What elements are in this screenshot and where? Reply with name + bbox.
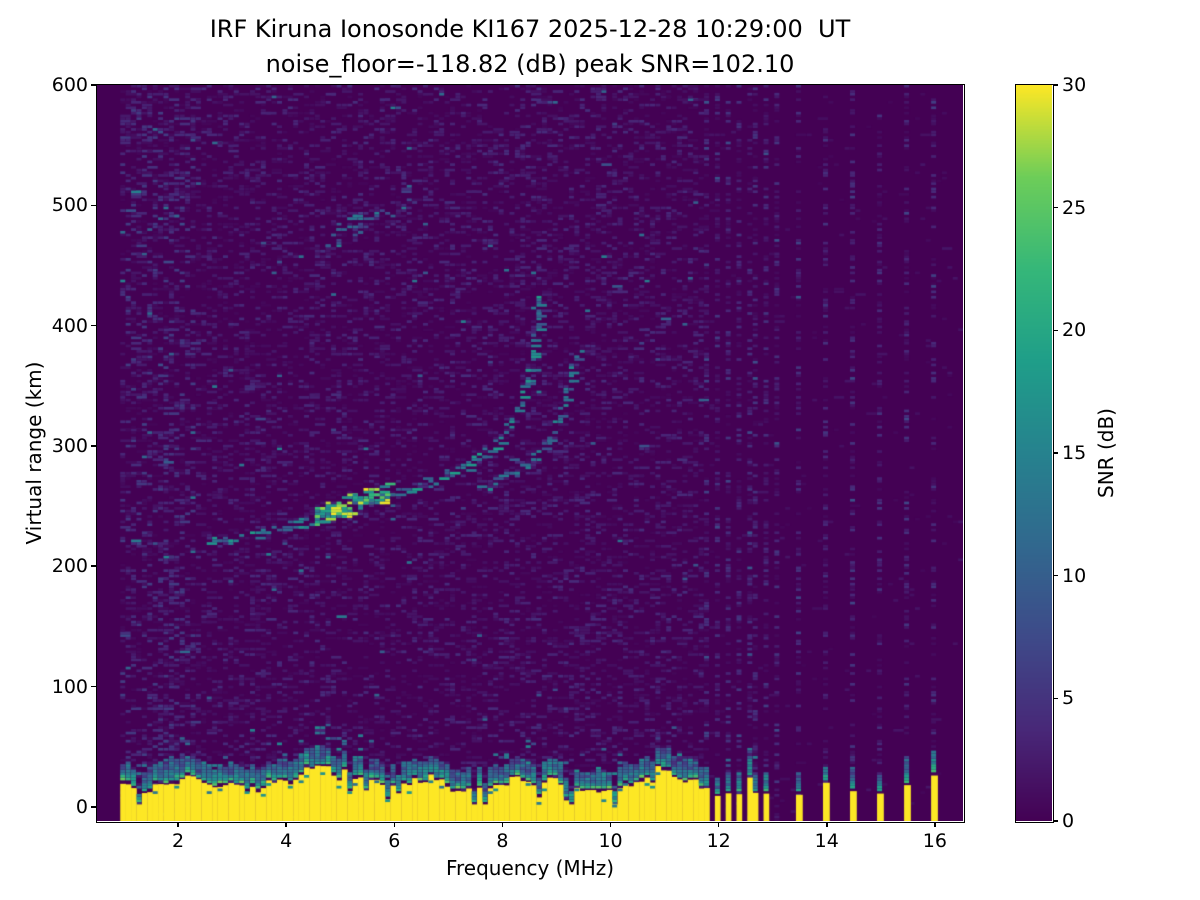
x-tick-label: 4 [280,830,293,852]
x-tick-mark [177,822,179,827]
y-tick-label: 100 [51,675,88,698]
x-tick-mark [609,822,612,827]
colorbar-tick-label: 10 [1062,564,1087,587]
colorbar-gradient-canvas [1016,85,1052,821]
colorbar-tick-mark [1053,84,1058,86]
colorbar-tick-mark [1053,452,1058,454]
y-tick-label: 0 [75,795,88,818]
colorbar-label: SNR (dB) [1094,408,1118,498]
y-tick-label: 500 [51,194,88,217]
x-tick-mark [393,822,396,827]
y-tick-mark [91,324,96,327]
plot-subtitle: noise_floor=-118.82 (dB) peak SNR=102.10 [265,50,795,78]
x-tick-mark [285,822,287,827]
x-tick-label: 10 [598,830,623,852]
colorbar-tick-mark [1053,329,1058,332]
y-tick-mark [91,685,96,688]
x-tick-mark [934,822,936,827]
x-tick-mark [717,822,720,827]
x-axis-label: Frequency (MHz) [445,856,615,880]
y-tick-mark [91,565,96,567]
x-tick-label: 16 [922,830,947,852]
y-tick-mark [91,204,96,207]
plot-title: IRF Kiruna Ionosonde KI167 2025-12-28 10… [209,15,851,43]
colorbar-tick-label: 30 [1062,74,1087,96]
colorbar-tick-label: 5 [1062,687,1075,710]
colorbar-tick-mark [1053,574,1058,577]
y-tick-label: 300 [51,434,88,457]
y-tick-label: 600 [51,74,88,96]
y-tick-mark [91,445,96,447]
x-tick-mark [826,822,828,827]
colorbar-tick-label: 25 [1062,196,1087,219]
y-tick-mark [91,806,96,808]
colorbar-tick-mark [1053,697,1058,700]
y-tick-mark [91,84,96,86]
x-tick-label: 14 [814,830,839,852]
x-tick-label: 6 [388,830,401,852]
colorbar-tick-mark [1053,820,1058,822]
colorbar-tick-mark [1053,206,1058,209]
y-tick-label: 200 [51,555,88,578]
ionogram-heatmap-canvas [97,85,963,821]
plot-frame [96,84,965,823]
colorbar-tick-label: 0 [1062,810,1075,832]
x-tick-label: 2 [172,830,185,852]
y-tick-label: 400 [51,314,88,337]
x-tick-label: 12 [706,830,731,852]
x-tick-label: 8 [496,830,509,852]
x-tick-mark [501,822,504,827]
colorbar-tick-label: 15 [1062,442,1087,464]
colorbar-tick-label: 20 [1062,319,1087,342]
title-block: IRF Kiruna Ionosonde KI167 2025-12-28 10… [97,12,963,82]
